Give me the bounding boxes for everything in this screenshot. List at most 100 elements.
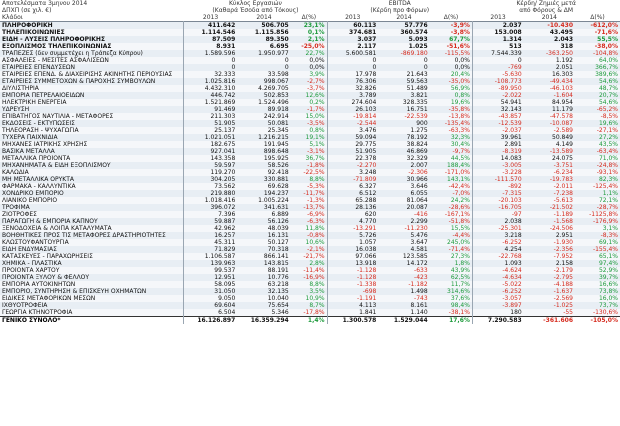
sector-name: ΤΗΛΕΟΡΑΣΗ - ΨΥΧΑΓΩΓΙΑ [2, 127, 79, 134]
table-row: ΕΙΔΗ - ΛΥΣΕΙΣ ΠΛΗΡΟΦΟΡΙΚΗΣ 87.509 89.350 2,… [0, 36, 620, 43]
cell-ebitda-dpct: 32,3% [450, 134, 470, 141]
cell-ebitda-2014: -2.306 [408, 169, 428, 176]
cell-profit-2013: -3.005 [471, 162, 524, 169]
cell-rev-2014: 88.191 [267, 267, 289, 274]
cell-rev-dpct: 0,8% [309, 127, 325, 134]
cell-ebitda-2014: 3.821 [410, 92, 428, 99]
cell-rev-2014: 89.350 [265, 36, 289, 43]
cell-rev-2013: 91.469 [183, 106, 238, 113]
cell-ebitda-2014: 81.064 [406, 197, 428, 204]
cell-ebitda-2014: 78.192 [406, 134, 428, 141]
cell-ebitda-2013: -19.814 [326, 113, 379, 120]
cell-profit-2014: 2.043 [554, 36, 573, 43]
table-row: ΕΜΠΟΡΙΑ ΠΕΤΡΕΛΑΙΟΕΙΔΩΝ 446.742 502.853 12,6… [0, 92, 620, 99]
sector-name: ΗΛΕΚΤΡΙΚΗ ΕΝΕΡΓΕΙΑ [2, 99, 67, 106]
cell-ebitda-2013: 26.103 [326, 106, 379, 113]
cell-rev-dpct: -25,0% [301, 43, 325, 50]
cell-ebitda-2013: 60.113 [326, 21, 379, 29]
cell-profit-dpct: -176,9% [592, 218, 618, 225]
cell-rev-dpct: 8,8% [309, 281, 325, 288]
cell-rev-2013: 411.642 [183, 21, 238, 29]
sector-name: ΤΡΑΠΕΖΕΣ (δεν συμμετέχει η Τράπεζα Κύπρο… [2, 50, 143, 57]
cell-profit-2014: -5.613 [553, 197, 573, 204]
cell-profit-dpct: 82,3% [598, 176, 618, 183]
table-row: ΑΣΦΑΛΕΙΕΣ - ΜΕΣΙΤΕΣ ΑΣΦΑΛΙΣΕΩΝ 0 0 0,0% 0 0 0,… [0, 57, 620, 64]
cell-ebitda-dpct: -167,1% [444, 211, 470, 218]
cell-profit-2013: 0 [471, 57, 524, 64]
cell-rev-2014: 6.695 [269, 43, 289, 50]
cell-profit-2014: -363.250 [546, 50, 573, 57]
table-row: ΦΑΡΜΑΚΑ - ΚΑΛΛΥΝΤΙΚΑ 73.562 69.628 -5,3% 6.3… [0, 183, 620, 190]
cell-profit-2014: -2.179 [553, 267, 573, 274]
cell-profit-dpct: 73,7% [598, 302, 618, 309]
cell-ebitda-dpct: -135,4% [444, 120, 470, 127]
cell-rev-2013: 182.675 [183, 141, 238, 148]
cell-profit-dpct: 20,7% [598, 92, 618, 99]
sector-name: ΕΤΑΙΡΕΙΕΣ ΣΥΜΜΕΤΟΧΩΝ & ΠΑΡΟΧΗΣ ΣΥΜΒΟΥΛΩΝ [2, 78, 156, 85]
cell-profit-2013: -7.315 [471, 190, 524, 197]
group-ebitda-title: EBITDA [327, 0, 473, 7]
cell-ebitda-dpct: -51,8% [448, 218, 470, 225]
cell-ebitda-2013: 6.327 [326, 183, 379, 190]
sector-name: ΕΜΠΟΡΙΟ, ΣΥΝΤΗΡΗΣΗ & ΕΠΙΣΚΕΥΗ ΟΧΗΜΑΤΩΝ [2, 288, 147, 295]
cell-profit-dpct: -71,6% [594, 29, 618, 36]
cell-ebitda-2014: 51.489 [406, 85, 428, 92]
table-row: ΓΕΩΡΓΙΑ ΚΤΗΝΟΤΡΟΦΙΑ 6.504 5.346 -17,8% 1.841… [0, 309, 620, 317]
table-row: ΗΛΕΚΤΡΙΚΗ ΕΝΕΡΓΕΙΑ 1.521.869 1.524.496 0,2%… [0, 99, 620, 106]
cell-rev-2013: 45.311 [183, 239, 238, 246]
cell-ebitda-dpct: 30,4% [450, 141, 470, 148]
cell-ebitda-2014: -869.180 [400, 50, 428, 57]
cell-profit-2014: -2.795 [553, 274, 573, 281]
cell-ebitda-2013: 65.288 [326, 197, 379, 204]
table-row: ΕΞΟΠΛΙΣΜΟΣ ΤΗΛΕΠΙΚΟΙΝΩΝΙΑΣ 8.931 6.695 -25,… [0, 43, 620, 50]
cell-rev-2013: 1.106.587 [183, 253, 238, 260]
cell-rev-2013: 1.114.546 [183, 29, 238, 36]
cell-profit-2014: -4.188 [553, 281, 573, 288]
cell-rev-2013: 31.050 [183, 288, 238, 295]
cell-rev-2013: 304.205 [183, 176, 238, 183]
cell-ebitda-2013: 6.512 [326, 190, 379, 197]
cell-ebitda-2013: -13.291 [326, 225, 379, 232]
cell-rev-2014: 50.081 [267, 120, 289, 127]
cell-rev-2013: 219.880 [183, 190, 238, 197]
cell-profit-dpct: 69,1% [598, 239, 618, 246]
cell-profit-dpct: 73,8% [598, 288, 618, 295]
table-row: ΧΟΝΔΡΙΚΟ ΕΜΠΟΡΙΟ 219.880 194.237 -11,7% 6.51… [0, 190, 620, 197]
cell-ebitda-2014: 30.966 [406, 176, 428, 183]
cell-rev-2014: 25.345 [267, 127, 289, 134]
sector-name: ΜΕΤΑΛΛΙΚΑ ΠΡΟΪΟΝΤΑ [2, 155, 71, 162]
cell-rev-2014: 1.216.215 [258, 134, 289, 141]
cell-rev-2013: 0 [183, 64, 238, 71]
cell-rev-dpct: -11,7% [303, 190, 325, 197]
cell-ebitda-dpct: -42,4% [448, 183, 470, 190]
cell-ebitda-dpct: 0,0% [454, 57, 470, 64]
cell-rev-2013: 1.521.869 [183, 99, 238, 106]
cell-ebitda-dpct: 1,8% [454, 260, 470, 267]
cell-profit-2014: 84.954 [552, 99, 573, 106]
sector-name: ΕΙΔΗ - ΛΥΣΕΙΣ ΠΛΗΡΟΦΟΡΙΚΗΣ [2, 36, 106, 43]
cell-profit-2013: -769 [471, 64, 524, 71]
cell-rev-dpct: 15,0% [305, 113, 325, 120]
cell-rev-2013: 139.963 [183, 260, 238, 267]
cell-rev-dpct: 2,1% [307, 36, 325, 43]
cell-profit-2013: 4.254 [471, 246, 524, 253]
cell-profit-2014: -2.569 [553, 295, 573, 302]
sector-name: ΦΑΡΜΑΚΑ - ΚΑΛΛΥΝΤΙΚΑ [2, 183, 76, 190]
cell-profit-dpct: -104,8% [592, 50, 618, 57]
cell-profit-2014: -2.589 [553, 127, 573, 134]
cell-profit-2013: 180 [471, 309, 524, 317]
cell-profit-dpct: 72,1% [598, 197, 618, 204]
cell-rev-dpct: -11,4% [303, 267, 325, 274]
cell-ebitda-2013: -2.544 [326, 120, 379, 127]
cell-ebitda-2013: 17.978 [326, 71, 379, 78]
cell-ebitda-2013: -698 [326, 288, 379, 295]
cell-rev-dpct: -3,5% [307, 120, 325, 127]
table-row: ΠΑΡΑΓΩΓΗ & ΕΜΠΟΡΙΑ ΚΑΠΝΟΥ 59.887 56.126 -6,… [0, 218, 620, 225]
total-rev-2014: 16.359.294 [237, 316, 291, 324]
cell-rev-dpct: 8,7% [309, 302, 325, 309]
cell-ebitda-2014: 1.025 [408, 43, 428, 50]
cell-ebitda-2013: 13.918 [326, 260, 379, 267]
cell-profit-2014: 43.495 [549, 29, 573, 36]
cell-ebitda-2013: 0 [326, 64, 379, 71]
sector-name: ΖΙΟΤΡΟΦΕΣ [2, 211, 37, 218]
